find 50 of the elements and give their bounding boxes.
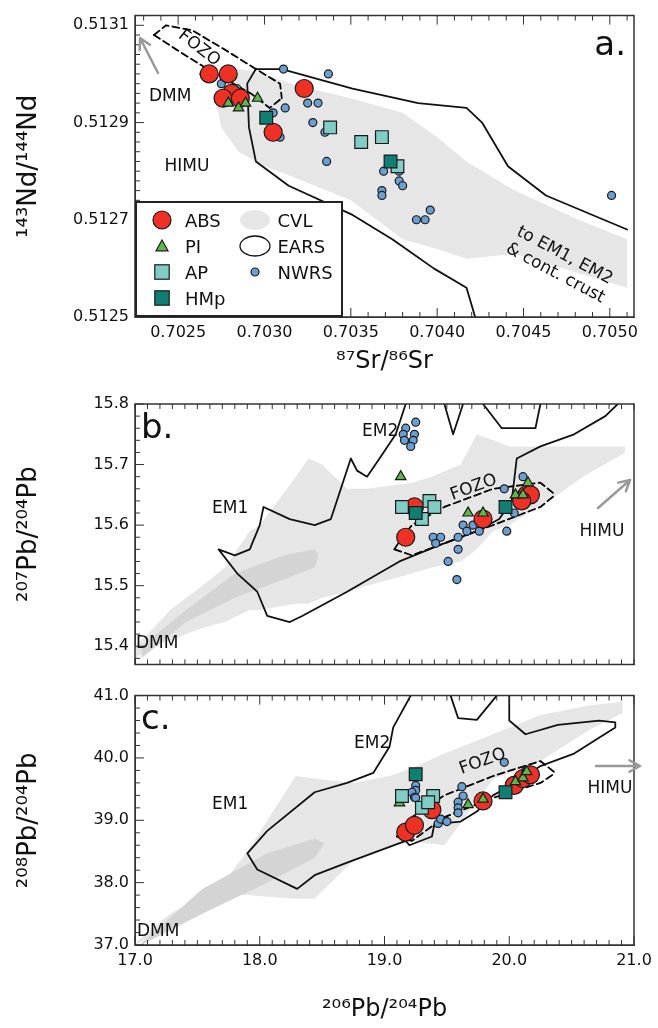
y-tick-label: 0.5125 <box>73 306 129 326</box>
y-tick-label: 38.0 <box>93 871 129 891</box>
y-tick-label: 15.8 <box>93 393 129 413</box>
legend-label: AP <box>185 261 209 283</box>
y-tick-label: 15.6 <box>93 514 129 534</box>
x-tick-label: 20.0 <box>491 949 528 969</box>
y-tick-label: 41.0 <box>93 684 129 704</box>
y-tick-label: 15.5 <box>93 574 129 594</box>
annotation: EM1 <box>212 793 249 813</box>
annotation: DMM <box>137 920 180 940</box>
chart-title: a. <box>594 23 626 64</box>
y-axis-title: ²⁰⁸Pb/²⁰⁴Pb <box>12 752 43 889</box>
annotation: DMM <box>149 85 192 105</box>
annotation: DMM <box>136 632 179 652</box>
x-tick-label: 0.7030 <box>236 321 293 341</box>
y-tick-label: 40.0 <box>93 747 129 767</box>
x-tick-label: 21.0 <box>616 949 652 969</box>
chart-title: c. <box>141 697 171 738</box>
annotation: HIMU <box>164 155 210 175</box>
x-tick-label: 0.7045 <box>495 321 552 341</box>
y-tick-label: 39.0 <box>93 809 129 829</box>
legend-label: HMp <box>185 287 226 309</box>
x-axis-title: ⁸⁷Sr/⁸⁶Sr <box>336 345 434 374</box>
x-tick-label: 0.7035 <box>322 321 379 341</box>
x-tick-label: 0.7040 <box>409 321 466 341</box>
annotation: HIMU <box>587 777 633 797</box>
x-axis-title: ²⁰⁶Pb/²⁰⁴Pb <box>321 993 448 1022</box>
x-tick-label: 19.0 <box>366 949 403 969</box>
annotation: FOZO <box>447 468 500 504</box>
y-axis-title: ¹⁴³Nd/¹⁴⁴Nd <box>12 94 43 238</box>
chart-title: b. <box>141 405 174 446</box>
y-tick-label: 15.7 <box>93 453 129 473</box>
x-tick-label: 0.7025 <box>150 321 207 341</box>
legend-label: PI <box>185 235 202 257</box>
legend-label: EARS <box>277 235 326 257</box>
y-tick-label: 0.5131 <box>73 14 129 34</box>
x-tick-label: 18.0 <box>241 949 278 969</box>
y-axis-title: ²⁰⁷Pb/²⁰⁴Pb <box>12 466 43 603</box>
annotation: EM1 <box>212 497 249 517</box>
annotation: EM2 <box>362 420 399 440</box>
y-tick-label: 15.4 <box>93 635 129 655</box>
legend-label: CVL <box>277 209 313 231</box>
annotation: HIMU <box>579 520 625 540</box>
y-tick-label: 0.5129 <box>73 111 129 131</box>
legend-label: ABS <box>185 209 221 231</box>
x-tick-label: 0.7050 <box>581 321 638 341</box>
annotation: FOZO <box>456 742 509 778</box>
legend-label: NWRS <box>277 261 333 283</box>
y-tick-label: 0.5127 <box>73 208 129 228</box>
annotation: EM2 <box>354 732 391 752</box>
